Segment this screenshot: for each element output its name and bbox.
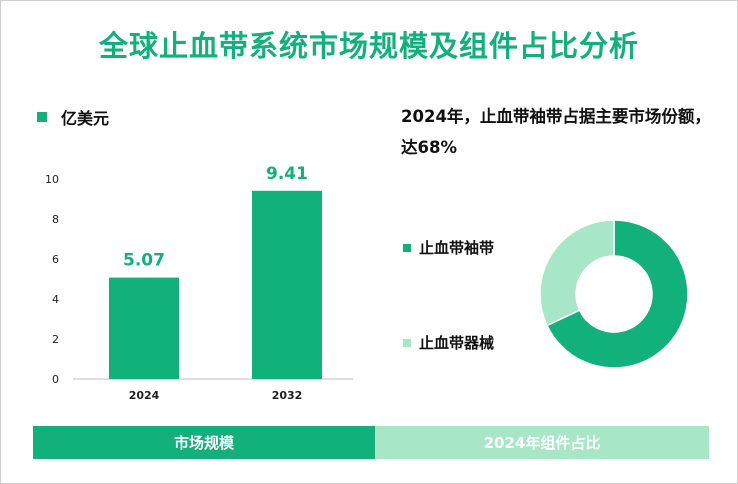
pie-legend-label: 止血带袖带 [419, 239, 495, 257]
donut-slice-1 [546, 219, 689, 369]
footer-left-label: 市场规模 [173, 434, 234, 452]
y-tick-label: 10 [45, 173, 59, 186]
bar-2024 [109, 277, 179, 379]
pie-legend-label: 止血带器械 [419, 334, 495, 352]
bar-legend: 亿美元 [37, 105, 109, 129]
y-tick-label: 8 [52, 213, 59, 226]
pie-legend-item: 止血带器械 [403, 332, 494, 353]
pie-legend-item: 止血带袖带 [403, 237, 494, 258]
data-label: 9.41 [266, 164, 308, 184]
legend-swatch [37, 112, 47, 122]
x-tick-label: 2024 [129, 389, 160, 402]
donut-slice-2 [539, 219, 615, 327]
data-label: 5.07 [123, 251, 165, 271]
y-tick-label: 6 [52, 253, 59, 266]
y-tick-label: 2 [52, 333, 59, 346]
footer-right-bar: 2024年组件占比 [375, 426, 709, 459]
bar-2032 [252, 190, 322, 379]
legend-label: 亿美元 [61, 109, 110, 128]
legend-swatch [403, 243, 411, 252]
footer-right-label: 2024年组件占比 [483, 434, 601, 452]
legend-swatch [403, 338, 411, 347]
page-title: 全球止血带系统市场规模及组件占比分析 [98, 29, 639, 63]
footer-left-bar: 市场规模 [33, 426, 375, 459]
x-tick-label: 2032 [272, 389, 303, 402]
y-tick-label: 0 [52, 373, 59, 386]
y-tick-label: 4 [52, 293, 59, 306]
headline-text: 2024年，止血带袖带占据主要市场份额，达68% [401, 107, 711, 157]
